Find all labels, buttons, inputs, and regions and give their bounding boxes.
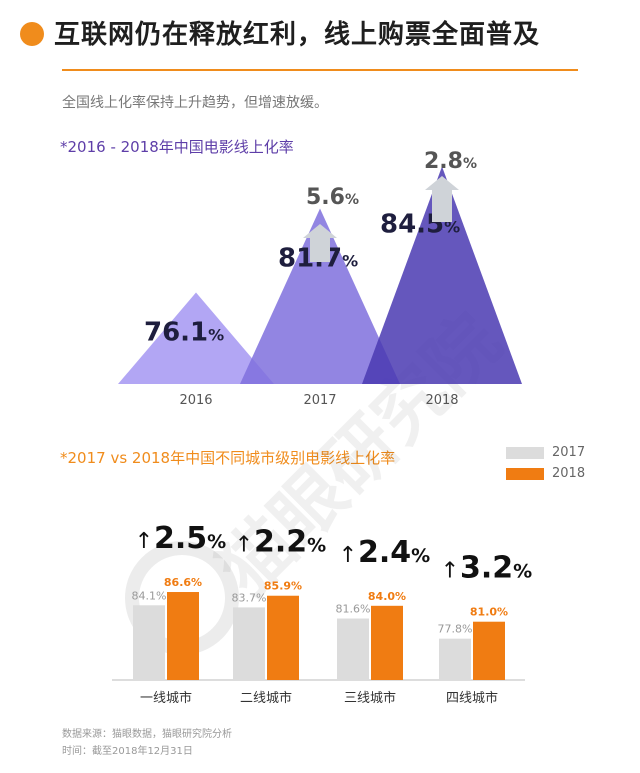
bar-label-2018-2: 84.0% <box>368 590 406 603</box>
bar-2017-0 <box>133 605 165 680</box>
footer-time: 时间：截至2018年12月31日 <box>62 746 193 757</box>
legend-swatch-2018 <box>506 467 544 480</box>
up-arrow-icon-2018 <box>425 176 459 222</box>
title-bullet-icon <box>20 22 44 46</box>
chart1-title: *2016 - 2018年中国电影线上化率 <box>60 138 294 156</box>
x-tick-label-1: 二线城市 <box>240 690 292 706</box>
legend-item-2018: 2018 <box>506 466 585 481</box>
increase-arrow-icon-3: ↑ <box>441 559 459 584</box>
increase-label-0: 2.5% <box>154 521 226 556</box>
triangle-2016 <box>118 292 274 384</box>
x-tick-label-3: 四线城市 <box>446 690 498 706</box>
increase-label-2018: 2.8% <box>424 149 477 174</box>
value-label-2016: 76.1% <box>144 318 224 348</box>
increase-arrow-icon-1: ↑ <box>235 533 253 558</box>
bar-label-2017-3: 77.8% <box>438 623 473 636</box>
legend-label-2018: 2018 <box>552 466 586 481</box>
x-tick-label-2016: 2016 <box>179 393 212 408</box>
city-tier-bar-chart: 84.1%86.6%一线城市↑ 2.5%83.7%85.9%二线城市↑ 2.2%81… <box>112 521 532 706</box>
bar-2017-3 <box>439 638 471 680</box>
x-tick-label-2: 三线城市 <box>344 690 396 706</box>
bar-2018-0 <box>167 592 199 680</box>
bar-2017-1 <box>233 607 265 680</box>
bar-label-2018-0: 86.6% <box>164 576 202 589</box>
bar-2017-2 <box>337 618 369 680</box>
x-tick-label-2017: 2017 <box>303 393 336 408</box>
bar-label-2017-2: 81.6% <box>336 603 371 616</box>
triangle-2018 <box>362 166 522 384</box>
bar-label-2018-3: 81.0% <box>470 606 508 619</box>
title-divider <box>62 69 578 71</box>
increase-arrow-icon-2: ↑ <box>339 543 357 568</box>
increase-label-2: 2.4% <box>358 535 430 570</box>
increase-label-2017: 5.6% <box>306 185 359 210</box>
x-tick-label-0: 一线城市 <box>140 690 192 706</box>
page-title: 互联网仍在释放红利，线上购票全面普及 <box>54 20 541 50</box>
legend-label-2017: 2017 <box>552 445 586 460</box>
x-tick-label-2018: 2018 <box>425 393 458 408</box>
bar-2018-1 <box>267 595 299 680</box>
increase-arrow-icon-0: ↑ <box>135 529 153 554</box>
increase-label-3: 3.2% <box>460 551 532 586</box>
bar-label-2017-1: 83.7% <box>232 591 267 604</box>
up-arrow-icon-2017 <box>303 224 337 262</box>
bar-2018-2 <box>371 605 403 680</box>
footer-source: 数据来源：猫眼数据，猫眼研究院分析 <box>62 729 232 740</box>
bar-2018-3 <box>473 621 505 680</box>
legend-item-2017: 2017 <box>506 445 585 460</box>
triangle-2017 <box>240 208 400 384</box>
page-subtitle: 全国线上化率保持上升趋势，但增速放缓。 <box>62 95 328 111</box>
chart2-title: *2017 vs 2018年中国不同城市级别电影线上化率 <box>60 449 396 467</box>
bar-label-2018-1: 85.9% <box>264 580 302 593</box>
legend-swatch-2017 <box>506 446 544 459</box>
bar-label-2017-0: 84.1% <box>132 589 167 602</box>
increase-label-1: 2.2% <box>254 525 326 560</box>
